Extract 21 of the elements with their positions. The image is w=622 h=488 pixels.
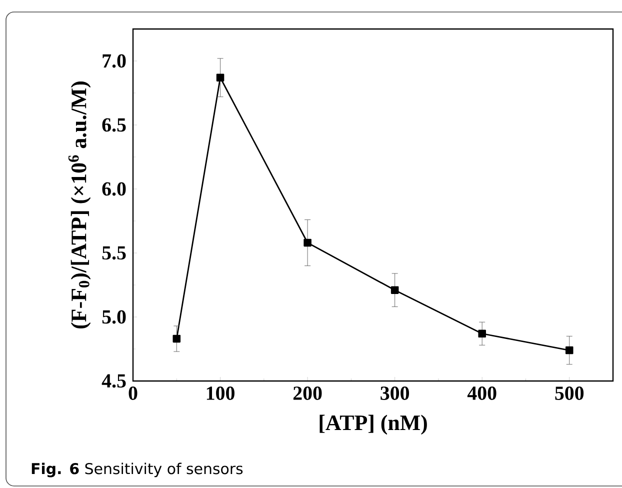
x-tick-label: 200 [293,386,322,400]
point [216,74,224,82]
y-tick-label: 5.0 [102,310,126,324]
x-tick-label: 0 [128,386,138,400]
point [565,346,574,354]
y-tick-label: 6.5 [102,118,126,132]
x-tick-label: 400 [467,386,496,400]
y-tick-label: 6.0 [102,182,126,196]
x-tick-label: 300 [380,386,410,400]
point [172,334,181,343]
text: Fig. 6 Sensitivity of sensors [32,462,243,478]
point [390,286,399,294]
y-tick-label: 4.5 [102,374,126,388]
y-tick-label: 7.0 [102,54,126,68]
x-tick-label: 500 [555,386,584,400]
point [304,238,312,247]
y-tick-label: 5.5 [102,246,126,260]
x-axis-title: [ATP] (nM) [320,414,427,435]
y-axis-title: (F-F$_{0}$)/[ATP] (×10$^{6}$ a.u./M) [68,82,91,328]
point [478,330,486,338]
x-tick-label: 100 [206,386,234,400]
